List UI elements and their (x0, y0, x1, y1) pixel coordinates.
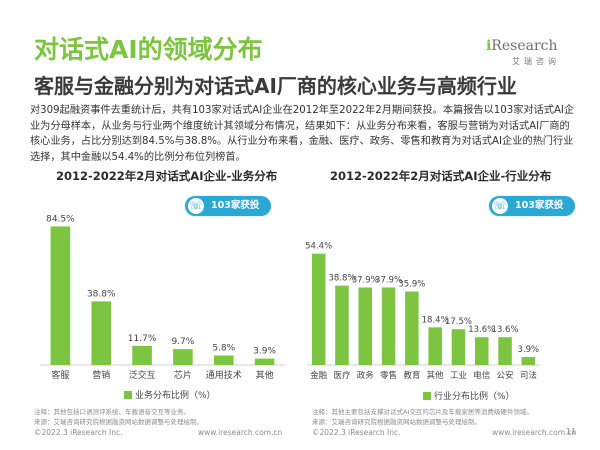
category-label: 泛交互 (129, 369, 156, 381)
legend-swatch (423, 392, 431, 400)
page-subtitle: 客服与金融分别为对话式AI厂商的核心业务与高频行业 (34, 74, 517, 98)
business-chart-legend: 业务分布比例（%） (124, 388, 216, 401)
bar (91, 301, 112, 365)
category-label: 政务 (357, 370, 375, 381)
note-line: 注释：其他包括口语测评系统、车载语音交互等业务。 (34, 408, 190, 416)
category-label: 零售 (380, 370, 397, 381)
industry-chart-note: 注释：其他主要包括支撑对话式AI交互的芯片及车载家居等消费级硬件领域。 来源：艾瑞… (312, 407, 572, 427)
category-label: 营销 (92, 369, 110, 381)
bar (428, 327, 442, 365)
footer-url[interactable]: www.iresearch.com.cn (492, 428, 577, 437)
bar (474, 337, 489, 365)
legend-label: 业务分布比例（%） (135, 391, 216, 401)
chat-bubble-icon: ☏ (492, 198, 508, 214)
logo-brand: iResearch (486, 38, 558, 54)
footer-copyright: ©2022.3 iResearch Inc. (312, 428, 401, 437)
bar (521, 357, 536, 365)
bar (254, 358, 275, 365)
category-label: 其他 (427, 370, 445, 381)
category-label: 司法 (520, 370, 537, 381)
data-label: 13.6% (492, 325, 519, 335)
funded-count-badge: ☏ 103家获投 (489, 196, 576, 216)
category-label: 公安 (497, 370, 514, 381)
category-label: 其他 (256, 369, 274, 381)
industry-chart-legend: 行业分布比例（%） (423, 389, 515, 402)
badge-label: 103家获投 (211, 200, 260, 211)
iresearch-logo: iResearch 艾瑞咨询 (486, 38, 570, 70)
category-label: 客服 (51, 369, 69, 381)
business-chart-note: 注释：其他包括口语测评系统、车载语音交互等业务。来源：艾瑞咨询研究院根据融资网站… (34, 407, 284, 427)
category-label: 金融 (310, 370, 328, 381)
bar (451, 329, 466, 365)
data-label: 35.9% (398, 280, 425, 290)
badge-label: 103家获投 (515, 200, 564, 211)
page-number: 11 (566, 427, 577, 436)
note-line: 来源：艾瑞咨询研究院根据融资网站数据调整与处理绘制。 (312, 418, 481, 426)
footer-url[interactable]: www.iresearch.com.cn (198, 428, 283, 437)
data-label: 13.6% (468, 325, 495, 335)
note-line: 注释：其他主要包括支撑对话式AI交互的芯片及车载家居等消费级硬件领域。 (312, 408, 533, 416)
legend-label: 行业分布比例（%） (434, 392, 515, 402)
data-label: 5.8% (212, 343, 235, 353)
data-label: 18.4% (422, 315, 449, 325)
data-label: 37.9% (375, 275, 402, 285)
category-label: 工业 (450, 370, 467, 381)
category-label: 电信 (473, 370, 491, 381)
industry-chart-title: 2012-2022年2月对话式AI企业-行业分布 (330, 169, 552, 183)
bar (50, 226, 71, 365)
data-label: 37.9% (352, 275, 379, 285)
page-title: 对话式AI的领域分布 (34, 35, 263, 64)
category-label: 医疗 (333, 370, 351, 381)
bar (381, 287, 396, 365)
logo-subtext: 艾瑞咨询 (512, 57, 560, 66)
data-label: 3.9% (518, 345, 540, 355)
intro-paragraph: 对309起融资事件去重统计后，共有103家对话式AI企业在2012年至2022年… (30, 105, 575, 163)
funded-count-badge: ☏ 103家获投 (185, 196, 272, 216)
category-label: 教育 (403, 370, 420, 381)
data-label: 84.5% (46, 214, 75, 224)
note-line: 来源：艾瑞咨询研究院根据融资网站数据调整与处理绘制。 (34, 418, 203, 426)
data-label: 17.5% (445, 317, 472, 327)
business-chart-title: 2012-2022年2月对话式AI企业-业务分布 (56, 169, 278, 183)
bar (311, 253, 326, 365)
data-label: 3.9% (253, 347, 276, 357)
data-label: 11.7% (128, 334, 157, 344)
footer-copyright: ©2022.3 iResearch Inc. (34, 428, 123, 437)
data-label: 38.8% (328, 274, 355, 284)
bar (405, 291, 419, 365)
legend-swatch (124, 391, 132, 399)
bar (132, 345, 152, 365)
bar (498, 337, 512, 365)
category-label: 芯片 (174, 369, 192, 381)
bar (335, 285, 349, 365)
category-label: 通用技术 (206, 369, 242, 381)
data-label: 54.4% (305, 242, 332, 252)
bar (358, 287, 373, 365)
chat-bubble-icon: ☏ (188, 198, 204, 214)
bar (213, 355, 234, 365)
data-label: 38.8% (87, 289, 116, 299)
bar (173, 349, 193, 365)
data-label: 9.7% (171, 337, 194, 347)
